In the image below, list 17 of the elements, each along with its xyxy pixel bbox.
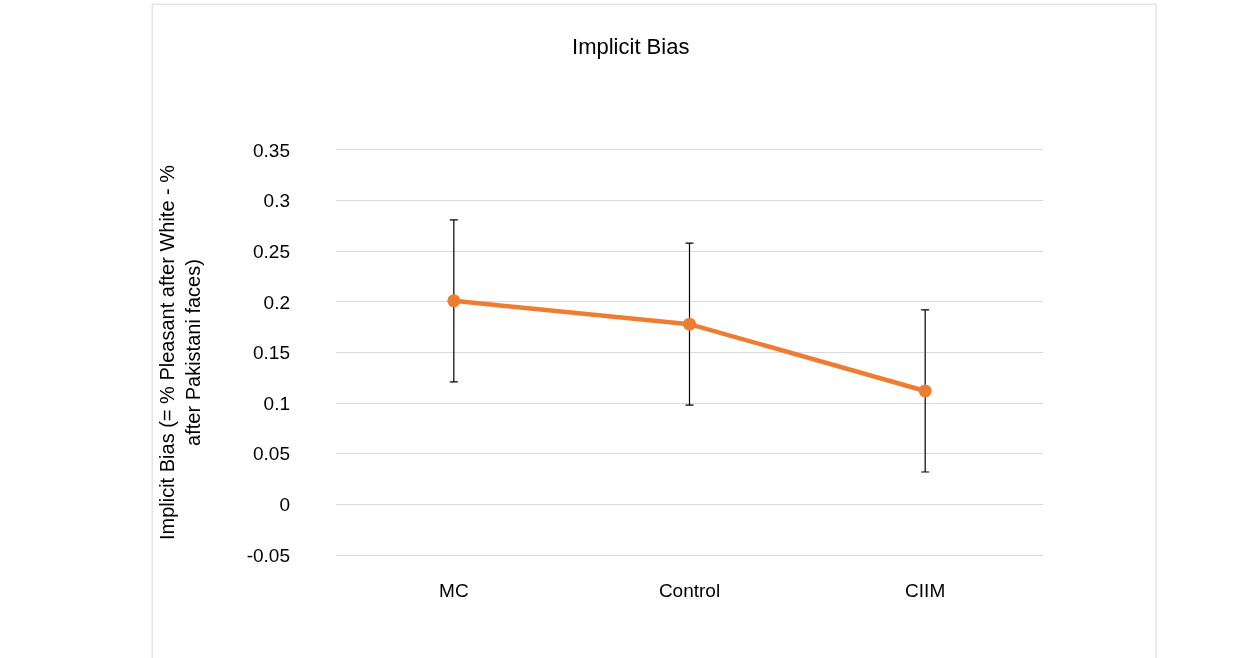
point xyxy=(918,384,932,398)
chart-title: Implicit Bias xyxy=(572,33,690,59)
y-tick-label: 0.2 xyxy=(263,291,290,313)
y-tick-label: 0.15 xyxy=(253,342,290,364)
y-axis-title: Implicit Bias (= % Pleasant after White - % after Pakistani faces) xyxy=(156,164,205,541)
y-tick-label: -0.05 xyxy=(246,544,290,566)
point xyxy=(683,317,696,331)
y-tick-label: 0.1 xyxy=(263,392,290,414)
y-tick-label: 0.35 xyxy=(253,139,290,161)
x-tick-label: Control xyxy=(658,579,721,601)
x-tick-label: CIIM xyxy=(905,579,946,601)
point xyxy=(447,294,461,308)
y-tick-label: 0.3 xyxy=(263,190,290,212)
y-tick-label: 0.05 xyxy=(253,443,290,465)
x-tick-label: MC xyxy=(439,579,469,601)
y-tick-label: 0.25 xyxy=(253,240,290,262)
y-tick-label: 0 xyxy=(279,494,290,516)
